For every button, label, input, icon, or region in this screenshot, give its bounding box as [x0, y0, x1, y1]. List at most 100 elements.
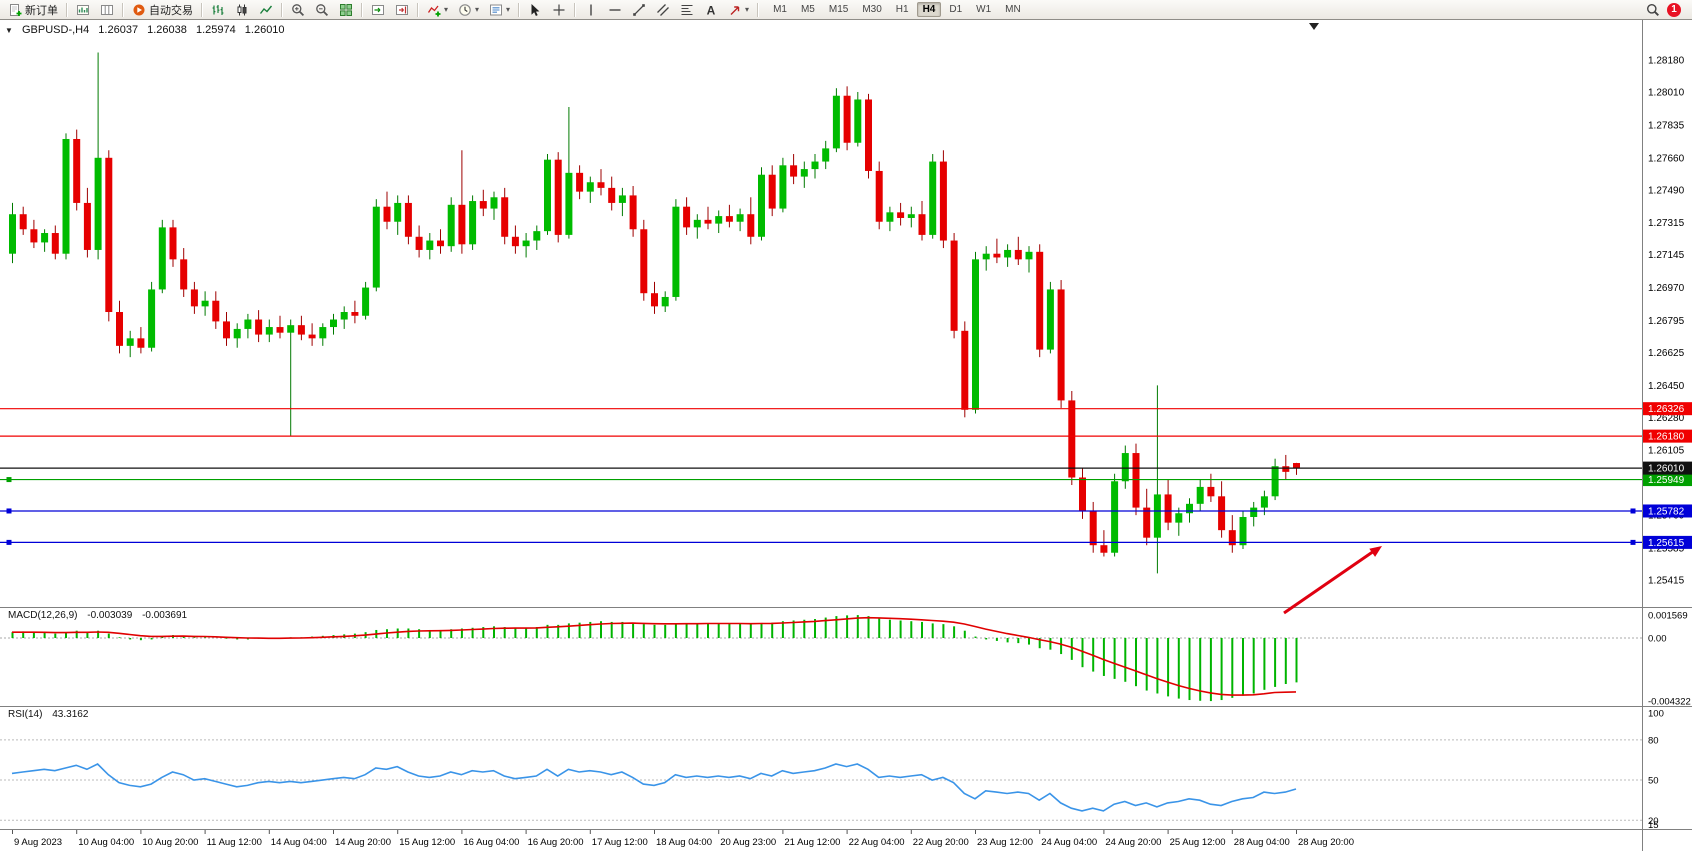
cursor-button[interactable]: [524, 0, 546, 19]
candle-body: [1186, 503, 1193, 514]
time-axis-label: 22 Aug 04:00: [849, 837, 905, 848]
timeframe-m1-button[interactable]: M1: [773, 4, 787, 15]
chart-shift-button[interactable]: [391, 0, 413, 19]
text-button[interactable]: A: [700, 0, 722, 19]
zoom-in-button[interactable]: [287, 0, 309, 19]
line-handle[interactable]: [6, 539, 12, 545]
timeframe-mn-button[interactable]: MN: [1005, 4, 1021, 15]
price-tag: [1643, 504, 1692, 518]
cursor-icon: [528, 3, 542, 17]
candle-body: [961, 330, 969, 410]
candle-body: [94, 157, 102, 250]
candle-body: [137, 338, 145, 348]
candle-body: [30, 229, 38, 243]
toolbar-buttons: 新订单 自动交易 ▾ ▾ ▾ A ▾: [3, 0, 762, 19]
arrows-button[interactable]: ▾: [724, 0, 753, 19]
autotrading-button[interactable]: 自动交易: [128, 0, 197, 19]
timeframe-w1-button[interactable]: W1: [976, 4, 992, 15]
time-axis-label: 22 Aug 20:00: [913, 837, 969, 848]
candle-body: [372, 206, 380, 288]
new-order-button[interactable]: 新订单: [4, 0, 62, 19]
crosshair-icon: [552, 3, 566, 17]
candle-body: [83, 202, 91, 250]
candle-body: [758, 174, 765, 237]
candle-body: [640, 229, 648, 294]
candle-body: [1004, 249, 1012, 258]
candle-body: [1153, 494, 1161, 538]
autotrading-button-label: 自动交易: [149, 4, 193, 17]
candle-body: [832, 95, 840, 149]
price-axis-label: 1.27835: [1648, 120, 1685, 131]
trend-arrow[interactable]: [1283, 549, 1375, 615]
candle-body: [897, 212, 905, 218]
trend-arrow-head[interactable]: [1369, 546, 1382, 557]
line-handle[interactable]: [1630, 508, 1636, 514]
candle-body: [918, 214, 926, 235]
templates-button[interactable]: ▾: [485, 0, 514, 19]
candle-body: [1143, 507, 1151, 538]
toolbar-separator: [417, 2, 419, 17]
timeframe-h1-button[interactable]: H1: [895, 4, 909, 15]
periods-button[interactable]: ▾: [454, 0, 483, 19]
candlestick-chart-button[interactable]: [231, 0, 253, 19]
search-button[interactable]: [1642, 0, 1664, 19]
zoom-out-button[interactable]: [311, 0, 333, 19]
timeframe-h4-button[interactable]: H4: [916, 2, 942, 17]
macd-name: MACD(12,26,9): [8, 610, 78, 621]
time-axis-label: 10 Aug 04:00: [78, 837, 134, 848]
candle-body: [576, 172, 584, 192]
profiles-button[interactable]: [96, 0, 118, 19]
one-click-collapse-icon[interactable]: ▼: [5, 26, 13, 35]
tile-windows-button[interactable]: [335, 0, 357, 19]
trendline-button[interactable]: [628, 0, 650, 19]
horizontal-line-button[interactable]: [604, 0, 626, 19]
candle-body: [148, 289, 156, 348]
candle-body: [51, 233, 59, 254]
rsi-scale-label: 50: [1648, 776, 1659, 787]
candle-body: [629, 195, 637, 230]
time-axis-label: 14 Aug 20:00: [335, 837, 391, 848]
candle-body: [1239, 516, 1247, 546]
price-axis-label: 1.26795: [1648, 316, 1685, 327]
candle-body: [116, 312, 123, 346]
candle-body: [533, 231, 541, 241]
auto-scroll-button[interactable]: [367, 0, 389, 19]
price-axis-label: 1.27145: [1648, 250, 1685, 261]
timeframe-d1-button[interactable]: D1: [949, 4, 963, 15]
price-tag-label: 1.25949: [1648, 475, 1685, 486]
line-handle[interactable]: [1630, 539, 1636, 545]
price-axis-label: 1.25585: [1648, 544, 1685, 555]
time-axis-label: 28 Aug 04:00: [1234, 837, 1290, 848]
toolbar-separator: [361, 2, 363, 17]
crosshair-button[interactable]: [548, 0, 570, 19]
indicators-button[interactable]: ▾: [423, 0, 452, 19]
line-chart-button[interactable]: [255, 0, 277, 19]
candle-body: [105, 157, 113, 313]
candle-body: [287, 325, 295, 333]
candle-body: [950, 240, 958, 331]
line-handle[interactable]: [6, 477, 12, 483]
line-chart-icon: [259, 3, 273, 17]
vertical-line-button[interactable]: [580, 0, 602, 19]
candle-body: [383, 206, 391, 222]
time-axis-label: 16 Aug 04:00: [463, 837, 519, 848]
timeframe-m30-button[interactable]: M30: [862, 4, 882, 15]
price-axis-label: 1.25415: [1648, 576, 1685, 587]
candle-body: [394, 202, 402, 222]
fibonacci-button[interactable]: [676, 0, 698, 19]
bar-chart-button[interactable]: [207, 0, 229, 19]
timeframe-m15-button[interactable]: M15: [828, 4, 849, 15]
candle-body: [544, 159, 551, 232]
timeframe-m5-button[interactable]: M5: [800, 4, 815, 15]
charts-window-button[interactable]: [72, 0, 94, 19]
candle-body: [1025, 251, 1033, 260]
candle-body: [297, 325, 305, 335]
candle-body: [651, 293, 658, 307]
equidistant-channel-button[interactable]: [652, 0, 674, 19]
notification-badge[interactable]: 1: [1667, 2, 1681, 17]
candle-body: [939, 161, 947, 241]
candle-body: [704, 219, 712, 224]
macd-scale-label: 0.001569: [1648, 611, 1688, 622]
line-handle[interactable]: [6, 508, 12, 514]
